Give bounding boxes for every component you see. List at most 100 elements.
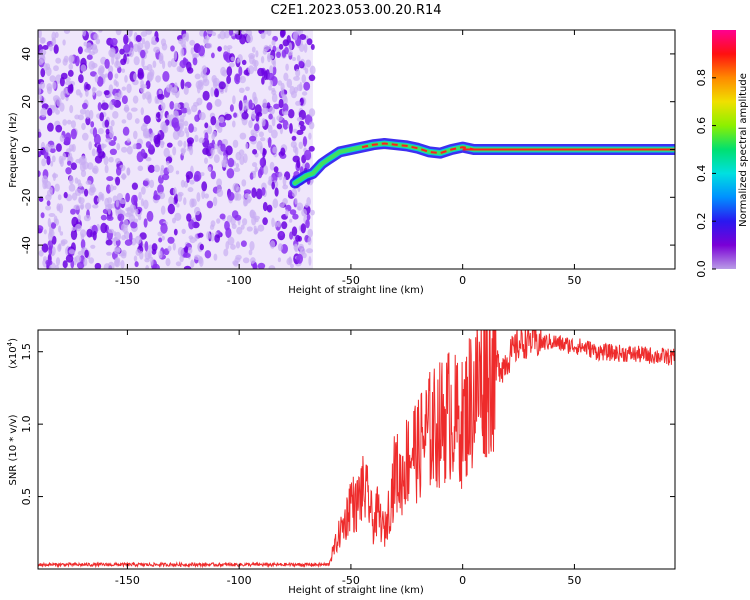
noise-speckle <box>84 188 89 197</box>
noise-speckle <box>184 127 188 134</box>
noise-speckle <box>94 73 99 83</box>
noise-speckle <box>143 199 149 210</box>
noise-speckle <box>192 53 200 58</box>
noise-speckle <box>107 207 111 215</box>
noise-speckle <box>277 243 283 252</box>
noise-speckle <box>244 193 250 199</box>
noise-speckle <box>279 203 285 208</box>
noise-speckle <box>188 123 194 133</box>
noise-speckle <box>183 86 189 95</box>
noise-speckle <box>82 132 89 141</box>
noise-speckle <box>52 81 57 90</box>
noise-speckle <box>135 34 142 43</box>
colorbar: 0.0 0.2 0.4 0.6 0.8 Normalized spectral ampl… <box>695 30 749 278</box>
noise-speckle <box>40 212 45 219</box>
noise-speckle <box>43 229 47 235</box>
noise-speckle <box>75 158 82 164</box>
noise-speckle <box>130 221 138 229</box>
noise-speckle <box>271 181 276 190</box>
noise-speckle <box>201 65 208 74</box>
noise-speckle <box>230 244 236 250</box>
noise-speckle <box>106 251 112 256</box>
noise-speckle <box>252 59 257 67</box>
noise-speckle <box>111 55 115 65</box>
noise-speckle <box>268 175 273 182</box>
noise-speckle <box>98 151 106 159</box>
snr-series-line <box>38 330 675 569</box>
noise-speckle <box>289 231 294 240</box>
noise-speckle <box>133 43 139 53</box>
noise-speckle <box>69 83 74 92</box>
noise-speckle <box>188 235 194 240</box>
noise-speckle <box>167 203 175 215</box>
noise-speckle <box>278 98 284 109</box>
noise-speckle <box>178 118 185 128</box>
y-tick-label: -40 <box>20 236 33 254</box>
noise-speckle <box>209 224 215 230</box>
noise-speckle <box>243 198 249 207</box>
noise-speckle <box>174 193 179 204</box>
colorbar-tick-label: 0.2 <box>695 212 708 230</box>
noise-speckle <box>40 68 46 78</box>
noise-speckle <box>90 71 97 77</box>
noise-speckle <box>158 55 164 65</box>
noise-speckle <box>188 219 195 230</box>
noise-speckle <box>74 188 82 196</box>
noise-speckle <box>49 229 55 238</box>
noise-speckle <box>165 160 170 166</box>
noise-speckle <box>68 249 76 255</box>
noise-speckle <box>110 119 115 127</box>
noise-speckle <box>117 213 125 222</box>
noise-speckle <box>282 119 289 130</box>
noise-speckle <box>206 102 213 111</box>
noise-speckle <box>124 75 128 83</box>
noise-speckle <box>246 33 254 44</box>
noise-speckle <box>129 203 136 213</box>
noise-speckle <box>201 181 208 192</box>
noise-speckle <box>249 209 256 219</box>
noise-speckle <box>134 235 142 245</box>
noise-speckle <box>167 164 174 174</box>
noise-speckle <box>251 216 257 226</box>
noise-speckle <box>287 109 295 119</box>
noise-speckle <box>68 144 75 152</box>
noise-speckle <box>148 244 153 253</box>
noise-speckle <box>269 161 275 171</box>
noise-speckle <box>285 63 289 71</box>
noise-speckle <box>218 81 226 90</box>
noise-speckle <box>48 245 53 256</box>
noise-speckle <box>132 144 137 149</box>
noise-speckle <box>176 203 180 208</box>
noise-speckle <box>198 81 204 91</box>
noise-speckle <box>186 108 192 115</box>
noise-speckle <box>52 172 57 181</box>
noise-speckle <box>177 246 184 257</box>
noise-speckle <box>300 247 306 255</box>
noise-speckle <box>166 114 171 122</box>
noise-speckle <box>232 120 236 128</box>
noise-speckle <box>126 138 131 143</box>
noise-speckle <box>210 232 215 242</box>
noise-speckle <box>174 212 182 221</box>
snr-xlabel: Height of straight line (km) <box>288 585 424 596</box>
noise-speckle <box>273 103 280 110</box>
noise-speckle <box>235 74 241 83</box>
x-tick-label: -100 <box>227 574 252 587</box>
noise-speckle <box>46 189 53 197</box>
noise-speckle <box>58 225 62 233</box>
noise-speckle <box>83 41 88 47</box>
spectrogram-xlabel: Height of straight line (km) <box>288 285 424 296</box>
noise-speckle <box>247 65 255 75</box>
noise-speckle <box>246 226 253 232</box>
noise-speckle <box>252 91 257 102</box>
noise-speckle <box>279 30 285 38</box>
noise-speckle <box>189 39 196 46</box>
noise-speckle <box>67 160 72 166</box>
noise-speckle <box>66 119 72 125</box>
noise-speckle <box>114 52 121 60</box>
noise-speckle <box>283 110 289 116</box>
noise-speckle <box>276 51 281 58</box>
noise-speckle <box>268 113 273 120</box>
noise-speckle <box>47 122 54 132</box>
noise-speckle <box>90 121 95 128</box>
